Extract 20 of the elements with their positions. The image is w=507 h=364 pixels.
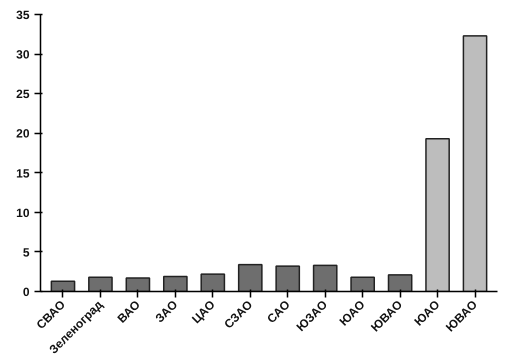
y-tick-label: 30 [16,48,30,62]
bar [275,265,300,292]
bar [312,264,338,292]
bar [350,276,376,292]
bar [238,264,263,292]
bar [88,276,113,292]
bar [462,35,488,292]
y-tick-label: 0 [22,285,30,299]
y-tick-label: 20 [16,126,30,141]
y-tick-label: 35 [16,8,30,22]
bar [126,277,150,292]
bar [425,138,450,292]
bar [200,273,226,292]
y-tick-label: 10 [16,206,30,220]
y-tick-label: 15 [16,166,30,180]
y-tick-label: 5 [22,245,30,260]
y-tick-label: 25 [16,87,30,102]
bar [388,274,412,292]
bar [162,276,188,292]
bar [50,280,76,292]
